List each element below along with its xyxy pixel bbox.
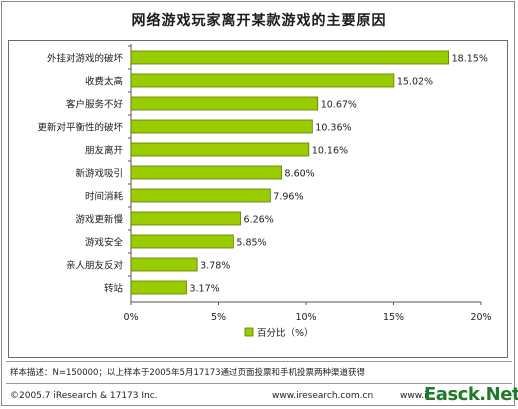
- copyright-text: ©2005.7 iResearch & 17173 Inc.: [10, 391, 158, 401]
- legend-swatch: [244, 327, 254, 337]
- bar: [130, 50, 450, 65]
- bar: [130, 188, 271, 203]
- x-tick-label: 0%: [123, 312, 138, 323]
- category-label: 亲人朋友反对: [66, 260, 124, 272]
- value-label: 5.85%: [236, 238, 266, 249]
- category-label: 外挂对游戏的破坏: [47, 53, 124, 65]
- category-label: 时间消耗: [85, 191, 124, 203]
- category-label: 朋友离开: [85, 145, 124, 157]
- website-link[interactable]: www.iresearch.com.cn: [272, 391, 374, 401]
- value-label: 7.96%: [273, 192, 303, 203]
- value-label: 10.36%: [315, 123, 351, 134]
- website-link-secondary[interactable]: www.i: [400, 391, 427, 401]
- category-label: 转站: [104, 283, 124, 295]
- bar-chart: 外挂对游戏的破坏 18.15% 收费太高 15.02% 客户服务不好 10.67% 更新对平…: [37, 44, 492, 339]
- value-label: 3.78%: [200, 261, 230, 272]
- x-tick-label: 5%: [211, 312, 226, 323]
- value-label: 6.26%: [244, 215, 274, 226]
- legend-label: 百分比（%）: [257, 327, 314, 339]
- bar: [130, 73, 395, 88]
- value-label: 15.02%: [397, 77, 433, 88]
- value-label: 18.15%: [452, 54, 488, 65]
- bar: [130, 165, 282, 180]
- footer-divider-bottom: [6, 383, 512, 384]
- category-label: 收费太高: [85, 76, 123, 88]
- plot-area: 外挂对游戏的破坏 18.15% 收费太高 15.02% 客户服务不好 10.67% 更新对平…: [8, 40, 508, 358]
- footer-divider-top: [6, 361, 512, 362]
- bar: [130, 234, 234, 249]
- category-label: 客户服务不好: [66, 99, 124, 111]
- value-label: 8.60%: [285, 169, 315, 180]
- value-label: 3.17%: [189, 284, 219, 295]
- bar: [130, 119, 313, 134]
- category-label: 游戏安全: [85, 237, 124, 249]
- value-label: 10.16%: [312, 146, 348, 157]
- category-label: 新游戏吸引: [75, 168, 123, 180]
- category-label: 游戏更新慢: [75, 214, 123, 226]
- x-tick-label: 15%: [383, 312, 404, 323]
- category-label: 更新对平衡性的破坏: [37, 122, 123, 134]
- value-label: 10.67%: [321, 100, 357, 111]
- chart-title: 网络游戏玩家离开某款游戏的主要原因: [131, 13, 387, 29]
- bar: [130, 142, 310, 157]
- x-tick-label: 10%: [295, 312, 316, 323]
- bar: [130, 257, 198, 272]
- sample-note: 样本描述：N=150000；以上样本于2005年5月17173通过页面投票和手机…: [10, 368, 366, 378]
- bar: [130, 211, 241, 226]
- bar: [130, 280, 187, 295]
- watermark-logo: Easck.Net: [424, 384, 518, 405]
- bar: [130, 96, 319, 111]
- x-tick-label: 20%: [470, 312, 491, 323]
